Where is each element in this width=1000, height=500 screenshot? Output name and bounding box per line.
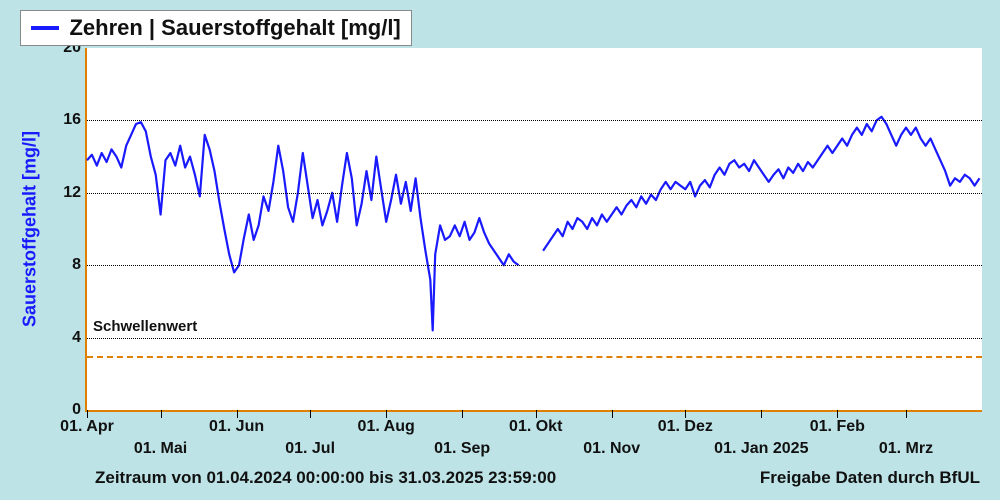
series-path bbox=[87, 122, 519, 330]
y-gridline bbox=[87, 338, 982, 339]
x-tick-label: 01. Aug bbox=[358, 418, 415, 436]
threshold-label: Schwellenwert bbox=[93, 318, 197, 335]
x-tick bbox=[536, 410, 537, 418]
x-tick-label: 01. Mrz bbox=[879, 440, 933, 458]
y-gridline bbox=[87, 120, 982, 121]
y-gridline bbox=[87, 193, 982, 194]
data-source-caption: Freigabe Daten durch BfUL bbox=[760, 468, 980, 488]
y-gridline bbox=[87, 265, 982, 266]
x-tick bbox=[685, 410, 686, 418]
threshold-line bbox=[87, 356, 982, 358]
x-tick bbox=[237, 410, 238, 418]
plot-area: Schwellenwert 04812162001. Apr01. Mai01.… bbox=[85, 48, 982, 412]
y-tick-label: 4 bbox=[72, 329, 81, 347]
x-tick-label: 01. Sep bbox=[434, 440, 490, 458]
x-tick-label: 01. Apr bbox=[60, 418, 114, 436]
x-tick-label: 01. Okt bbox=[509, 418, 562, 436]
y-axis-label: Sauerstoffgehalt [mg/l] bbox=[20, 131, 41, 327]
chart-container: Zehren | Sauerstoffgehalt [mg/l] Schwell… bbox=[0, 0, 1000, 500]
y-tick-label: 0 bbox=[72, 401, 81, 419]
x-tick-label: 01. Jun bbox=[209, 418, 264, 436]
x-tick-label: 01. Jan 2025 bbox=[714, 440, 808, 458]
chart-title: Zehren | Sauerstoffgehalt [mg/l] bbox=[69, 15, 400, 40]
x-tick bbox=[161, 410, 162, 418]
chart-title-box: Zehren | Sauerstoffgehalt [mg/l] bbox=[20, 10, 412, 46]
y-tick-label: 8 bbox=[72, 256, 81, 274]
y-tick-label: 16 bbox=[63, 111, 81, 129]
x-tick bbox=[612, 410, 613, 418]
x-tick bbox=[906, 410, 907, 418]
x-tick bbox=[761, 410, 762, 418]
x-tick-label: 01. Dez bbox=[658, 418, 713, 436]
x-tick-label: 01. Mai bbox=[134, 440, 187, 458]
x-tick bbox=[386, 410, 387, 418]
x-tick bbox=[310, 410, 311, 418]
x-tick-label: 01. Feb bbox=[810, 418, 865, 436]
legend-series-dash bbox=[31, 26, 59, 30]
series-path bbox=[543, 117, 979, 251]
x-tick bbox=[837, 410, 838, 418]
x-tick bbox=[462, 410, 463, 418]
x-tick bbox=[87, 410, 88, 418]
x-tick-label: 01. Jul bbox=[285, 440, 335, 458]
y-tick-label: 12 bbox=[63, 184, 81, 202]
time-range-caption: Zeitraum von 01.04.2024 00:00:00 bis 31.… bbox=[95, 468, 556, 488]
x-tick-label: 01. Nov bbox=[583, 440, 640, 458]
